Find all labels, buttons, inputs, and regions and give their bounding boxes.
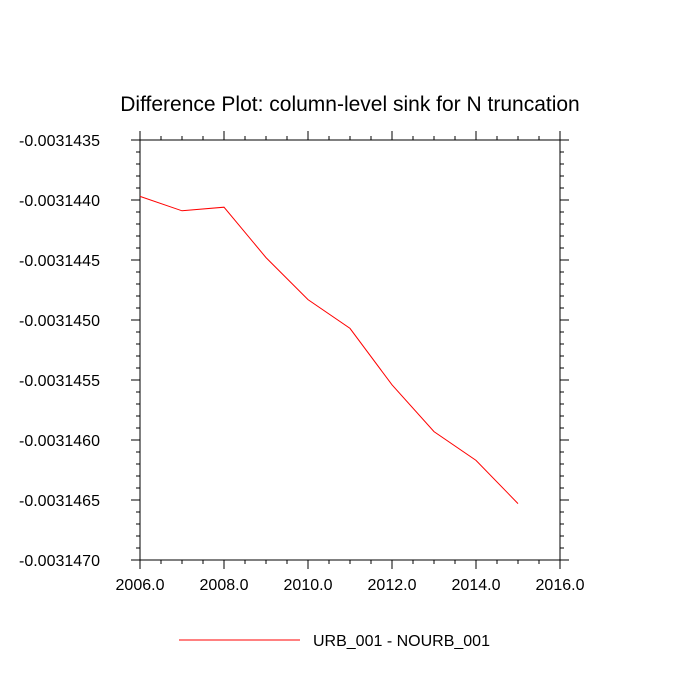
plot-area: 2006.0 2008.0 2010.0 2012.0 2014.0 2016.0 -0.0…	[19, 131, 585, 594]
y-tick-label: -0.0031440	[19, 193, 100, 210]
x-tick-label: 2012.0	[368, 577, 417, 594]
y-tick-label: -0.0031435	[19, 133, 100, 150]
x-tick-label: 2006.0	[116, 577, 165, 594]
x-tick-label: 2010.0	[284, 577, 333, 594]
x-tick-label: 2016.0	[536, 577, 585, 594]
y-tick-label: -0.0031470	[19, 553, 100, 570]
x-tick-label: 2014.0	[452, 577, 501, 594]
x-tick-label: 2008.0	[200, 577, 249, 594]
legend: URB_001 - NOURB_001	[179, 633, 490, 650]
y-tick-label: -0.0031465	[19, 493, 100, 510]
y-tick-label: -0.0031460	[19, 433, 100, 450]
y-tick-label: -0.0031450	[19, 313, 100, 330]
series-line	[139, 195, 519, 504]
plot-frame	[139, 139, 561, 561]
legend-label: URB_001 - NOURB_001	[313, 633, 490, 650]
y-tick-label: -0.0031445	[19, 253, 100, 270]
y-tick-label: -0.0031455	[19, 373, 100, 390]
chart-title: Difference Plot: column-level sink for N…	[120, 93, 579, 116]
